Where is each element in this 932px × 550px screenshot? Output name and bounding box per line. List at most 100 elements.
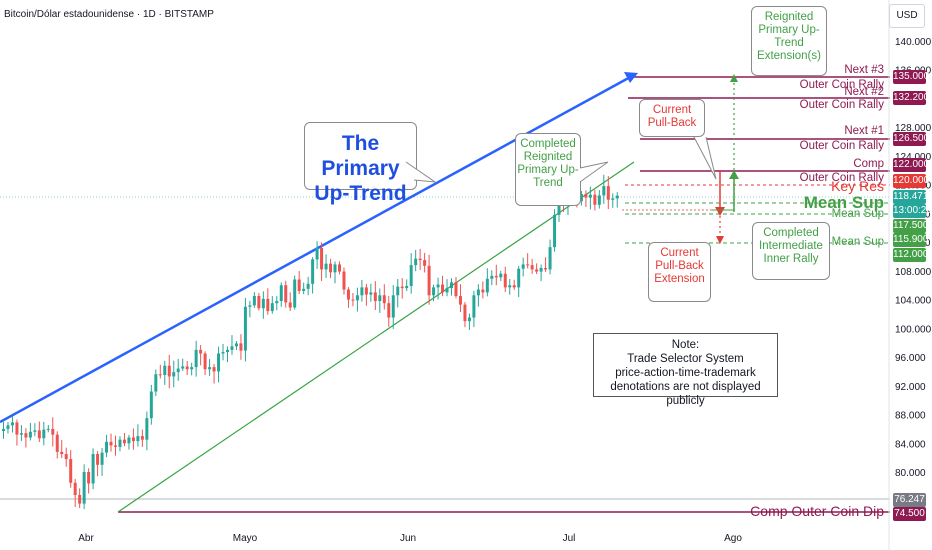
candle-body xyxy=(584,194,588,198)
candle-body xyxy=(163,365,167,376)
candle-body xyxy=(149,391,153,419)
candle-body xyxy=(557,202,561,215)
y-tick-label: 96.000 xyxy=(895,353,926,364)
candle-body xyxy=(73,482,77,495)
candle-body xyxy=(37,430,41,439)
inner-rally-arrowhead xyxy=(729,170,739,179)
candle-body xyxy=(427,265,431,296)
candle-body xyxy=(154,374,158,392)
tag-126: 126.500 xyxy=(893,132,930,146)
label-next1-sub: Outer Coin Rally xyxy=(799,140,884,152)
label-next3-sub: Outer Coin Rally xyxy=(799,79,884,91)
note-box: Note: Trade Selector System price-action… xyxy=(593,333,778,407)
pullback-ext-arrowhead xyxy=(716,236,724,244)
candle-body xyxy=(243,306,247,351)
candle-body xyxy=(51,428,55,435)
label-mean-sup-1: Mean Sup xyxy=(831,208,884,220)
candle-body xyxy=(257,296,261,309)
candle-body xyxy=(463,304,467,322)
currency-button[interactable]: USD xyxy=(889,4,925,28)
candle-body xyxy=(454,282,458,297)
candle-body xyxy=(122,439,126,444)
completed-reignited-callout: Completed Reignited Primary Up-Trend xyxy=(515,133,581,206)
candle-body xyxy=(284,285,288,303)
candle-body xyxy=(105,441,109,453)
candle-body xyxy=(311,259,315,284)
candle-body xyxy=(476,289,480,296)
note-line-1: Note: xyxy=(671,339,700,351)
candle-body xyxy=(87,472,91,484)
candle-body xyxy=(405,285,409,289)
candle-body xyxy=(490,275,494,279)
candle-body xyxy=(526,264,530,266)
candle-body xyxy=(391,295,395,318)
candle-body xyxy=(158,374,162,376)
candle-body xyxy=(521,264,525,269)
candle-body xyxy=(351,299,355,301)
current-pullback-callout: Current Pull-Back xyxy=(639,99,705,137)
candle-body xyxy=(432,287,436,296)
candle-body xyxy=(234,343,238,347)
candle-body xyxy=(185,366,189,370)
x-tick-label: Mayo xyxy=(233,533,258,544)
x-axis: Abr Mayo Jun Jul Ago xyxy=(78,533,742,544)
candle-body xyxy=(512,285,516,288)
candle-body xyxy=(445,288,449,293)
candle-body xyxy=(167,365,171,377)
candle-body xyxy=(338,264,341,272)
tag-745: 74.500 xyxy=(893,507,926,521)
candle-body xyxy=(539,267,543,272)
candle-body xyxy=(481,289,485,293)
candle-body xyxy=(302,288,306,291)
candle-body xyxy=(597,195,601,205)
candle-body xyxy=(78,494,82,504)
candle-body xyxy=(503,273,507,288)
candle-body xyxy=(579,194,583,202)
tag-112: 112.000 xyxy=(893,248,929,262)
candle-body xyxy=(91,454,95,484)
candle-body xyxy=(329,263,333,273)
candle-body xyxy=(145,418,149,440)
candle-body xyxy=(423,260,427,266)
candle-body xyxy=(190,367,194,370)
candle-body xyxy=(342,271,346,290)
tag-last: 118.471 xyxy=(893,190,929,204)
candle-body xyxy=(588,194,592,198)
candle-body xyxy=(82,472,86,504)
candle-body xyxy=(436,284,440,288)
label-key-res: Key Res xyxy=(831,178,884,194)
candle-body xyxy=(252,296,256,306)
candle-body xyxy=(100,452,104,465)
candle-body xyxy=(396,286,400,296)
candle-body xyxy=(369,292,373,295)
tag-122: 122.000 xyxy=(893,158,930,172)
y-tick-label: 80.000 xyxy=(895,468,926,479)
candle-body xyxy=(400,286,404,289)
y-tick-label: 140.000 xyxy=(895,37,932,48)
candle-body xyxy=(535,269,539,272)
candle-body xyxy=(606,186,610,200)
candle-body xyxy=(60,451,64,455)
callout-pointer-3 xyxy=(693,136,717,180)
candle-body xyxy=(109,441,113,446)
tag-762: 76.247 xyxy=(893,493,926,507)
candle-body xyxy=(320,247,324,270)
candle-body xyxy=(239,343,243,351)
y-tick-label: 88.000 xyxy=(895,411,926,422)
candle-body xyxy=(266,298,270,312)
x-tick-label: Jun xyxy=(400,533,416,544)
candle-body xyxy=(10,422,14,426)
candle-body xyxy=(136,436,140,442)
candle-body xyxy=(378,295,382,302)
candle-body xyxy=(530,265,534,270)
label-next3: Next #3 xyxy=(844,64,884,76)
x-tick-label: Jul xyxy=(563,533,576,544)
label-comp-dip: Comp Outer Coin Dip xyxy=(750,503,884,519)
candle-body xyxy=(602,186,606,196)
y-tick-label: 84.000 xyxy=(895,439,926,450)
candle-body xyxy=(140,436,144,440)
candle-body xyxy=(199,349,203,354)
candle-body xyxy=(261,298,265,309)
candle-body xyxy=(55,434,59,452)
